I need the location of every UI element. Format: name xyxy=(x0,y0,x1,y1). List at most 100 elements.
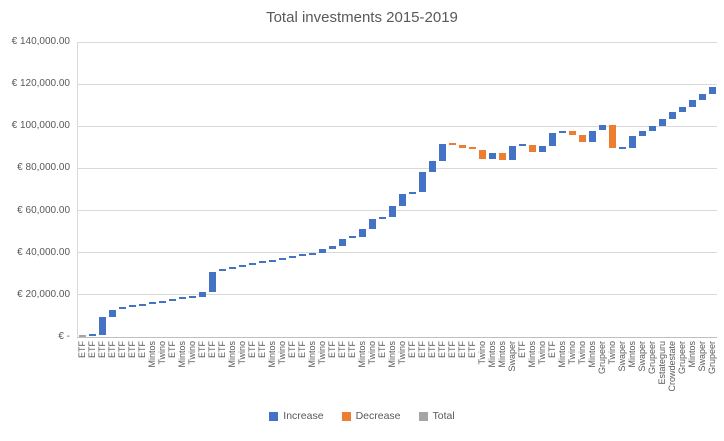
waterfall-bar-decrease[interactable] xyxy=(529,145,536,153)
waterfall-bar-increase[interactable] xyxy=(539,146,546,153)
waterfall-bar-increase[interactable] xyxy=(389,205,396,217)
waterfall-bar-increase[interactable] xyxy=(489,153,496,159)
waterfall-bar-increase[interactable] xyxy=(649,125,656,131)
waterfall-bar-increase[interactable] xyxy=(509,146,516,160)
x-axis-label: Grupeer xyxy=(646,341,657,375)
waterfall-bar-decrease[interactable] xyxy=(449,143,456,146)
legend-item-decrease[interactable]: Decrease xyxy=(341,410,401,422)
x-axis-label: ETF xyxy=(456,341,467,358)
waterfall-bar-total[interactable] xyxy=(79,335,86,338)
x-axis-label: Twino xyxy=(276,341,287,365)
waterfall-bar-decrease[interactable] xyxy=(479,150,486,159)
x-axis-label: ETF xyxy=(286,341,297,358)
waterfall-bar-increase[interactable] xyxy=(669,112,676,119)
waterfall-bar-increase[interactable] xyxy=(349,235,356,238)
waterfall-bar-increase[interactable] xyxy=(249,263,256,266)
y-axis-label: € 60,000.00 xyxy=(17,204,70,216)
waterfall-bar-increase[interactable] xyxy=(219,268,226,271)
waterfall-bar-increase[interactable] xyxy=(139,303,146,306)
waterfall-bar-increase[interactable] xyxy=(659,118,666,126)
waterfall-bar-increase[interactable] xyxy=(319,249,326,253)
waterfall-bar-increase[interactable] xyxy=(559,131,566,134)
waterfall-bar-increase[interactable] xyxy=(689,99,696,107)
waterfall-bar-increase[interactable] xyxy=(589,130,596,143)
waterfall-bar-increase[interactable] xyxy=(699,93,706,100)
waterfall-bar-increase[interactable] xyxy=(189,295,196,298)
x-axis-label: Mintos xyxy=(306,341,317,368)
waterfall-bar-decrease[interactable] xyxy=(499,153,506,160)
x-axis-label: Mintos xyxy=(586,341,597,368)
waterfall-bar-increase[interactable] xyxy=(429,160,436,172)
waterfall-bar-increase[interactable] xyxy=(299,253,306,256)
x-axis-label: Crowdestate xyxy=(666,341,677,392)
waterfall-bar-increase[interactable] xyxy=(419,171,426,192)
waterfall-bar-increase[interactable] xyxy=(229,267,236,270)
waterfall-bar-increase[interactable] xyxy=(129,305,136,308)
legend-label-total: Total xyxy=(432,410,455,422)
waterfall-bar-increase[interactable] xyxy=(629,136,636,148)
waterfall-bar-increase[interactable] xyxy=(209,271,216,292)
waterfall-bar-increase[interactable] xyxy=(169,299,176,302)
x-axis-label: Mintos xyxy=(686,341,697,368)
gridline xyxy=(77,125,717,127)
x-axis-label: Grupeer xyxy=(676,341,687,375)
waterfall-bar-increase[interactable] xyxy=(89,333,96,336)
x-axis-label: ETF xyxy=(546,341,557,358)
waterfall-bar-increase[interactable] xyxy=(159,300,166,303)
x-axis-label: Mintos xyxy=(266,341,277,368)
decrease-swatch-icon xyxy=(341,411,351,421)
x-axis-label: ETF xyxy=(256,341,267,358)
waterfall-bar-increase[interactable] xyxy=(109,309,116,317)
x-axis-label: Mintos xyxy=(356,341,367,368)
x-axis-label: Mintos xyxy=(226,341,237,368)
waterfall-bar-increase[interactable] xyxy=(399,193,406,206)
waterfall-bar-increase[interactable] xyxy=(259,261,266,264)
waterfall-bar-increase[interactable] xyxy=(179,297,186,300)
y-axis-label: € - xyxy=(58,331,70,342)
waterfall-bar-decrease[interactable] xyxy=(569,131,576,136)
waterfall-bar-increase[interactable] xyxy=(359,228,366,237)
x-axis-label: Twino xyxy=(536,341,547,365)
waterfall-bar-increase[interactable] xyxy=(639,130,646,137)
x-axis-label: Mintos xyxy=(626,341,637,368)
waterfall-bar-decrease[interactable] xyxy=(459,145,466,149)
waterfall-bar-increase[interactable] xyxy=(409,191,416,194)
legend-item-total[interactable]: Total xyxy=(418,410,455,422)
gridline xyxy=(77,252,717,254)
x-axis-label: Mintos xyxy=(496,341,507,368)
waterfall-bar-decrease[interactable] xyxy=(469,147,476,150)
waterfall-bar-increase[interactable] xyxy=(289,255,296,258)
waterfall-bar-increase[interactable] xyxy=(439,144,446,161)
waterfall-bar-increase[interactable] xyxy=(519,144,526,147)
waterfall-bar-increase[interactable] xyxy=(709,87,716,94)
waterfall-bar-increase[interactable] xyxy=(149,302,156,305)
x-axis-label: ETF xyxy=(446,341,457,358)
waterfall-bar-increase[interactable] xyxy=(679,106,686,113)
waterfall-bar-increase[interactable] xyxy=(379,216,386,219)
waterfall-bar-decrease[interactable] xyxy=(579,135,586,143)
waterfall-bar-increase[interactable] xyxy=(619,146,626,149)
waterfall-bar-increase[interactable] xyxy=(339,238,346,246)
waterfall-bar-increase[interactable] xyxy=(279,257,286,260)
waterfall-bar-increase[interactable] xyxy=(309,252,316,255)
waterfall-bar-increase[interactable] xyxy=(199,291,206,297)
waterfall-bar-increase[interactable] xyxy=(99,316,106,335)
waterfall-bar-increase[interactable] xyxy=(329,245,336,250)
x-axis-label: Swaper xyxy=(616,341,627,372)
waterfall-bar-increase[interactable] xyxy=(269,259,276,262)
waterfall-bar-increase[interactable] xyxy=(549,133,556,147)
y-axis-label: € 40,000.00 xyxy=(17,246,70,258)
x-axis-label: ETF xyxy=(216,341,227,358)
waterfall-bar-increase[interactable] xyxy=(119,307,126,310)
gridline xyxy=(77,41,717,43)
x-axis-label: ETF xyxy=(336,341,347,358)
waterfall-bar-increase[interactable] xyxy=(369,219,376,229)
waterfall-bar-increase[interactable] xyxy=(239,265,246,268)
legend-item-increase[interactable]: Increase xyxy=(269,410,324,422)
x-axis-label: Twino xyxy=(606,341,617,365)
gridline xyxy=(77,83,717,85)
x-axis-label: Twino xyxy=(476,341,487,365)
waterfall-bar-decrease[interactable] xyxy=(609,124,616,149)
waterfall-bar-increase[interactable] xyxy=(599,124,606,131)
gridline xyxy=(77,294,717,296)
